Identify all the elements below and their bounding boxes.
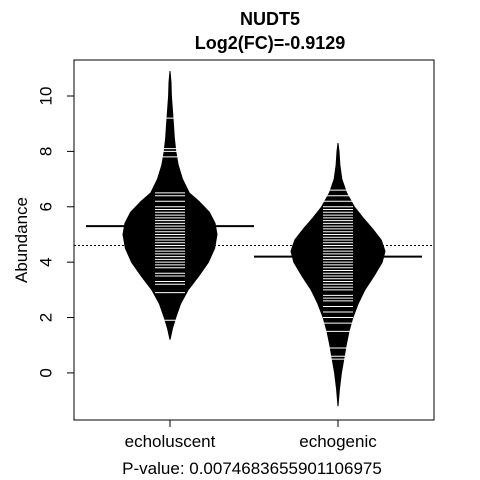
y-axis: 0 2 4 6 8 10 bbox=[37, 87, 75, 378]
x-tick-label-echoluscent: echoluscent bbox=[125, 432, 216, 451]
y-tick-label-10: 10 bbox=[37, 87, 56, 106]
y-tick-label-8: 8 bbox=[37, 147, 56, 156]
beans-layer bbox=[74, 71, 434, 407]
chart-title: NUDT5 bbox=[240, 9, 300, 29]
chart-subtitle: Log2(FC)=-0.9129 bbox=[195, 33, 346, 53]
bean-echogenic bbox=[290, 143, 386, 407]
y-tick-label-4: 4 bbox=[37, 257, 56, 266]
y-tick-label-6: 6 bbox=[37, 202, 56, 211]
x-axis-label: P-value: 0.00746836559011069​75 bbox=[122, 459, 382, 478]
x-tick-label-echogenic: echogenic bbox=[299, 432, 377, 451]
plot-frame bbox=[73, 59, 435, 421]
y-axis-label: Abundance bbox=[12, 197, 31, 283]
y-tick-label-0: 0 bbox=[37, 368, 56, 377]
x-axis: echoluscent echogenic bbox=[125, 420, 377, 451]
bean-echoluscent bbox=[122, 71, 218, 340]
y-tick-label-2: 2 bbox=[37, 313, 56, 322]
